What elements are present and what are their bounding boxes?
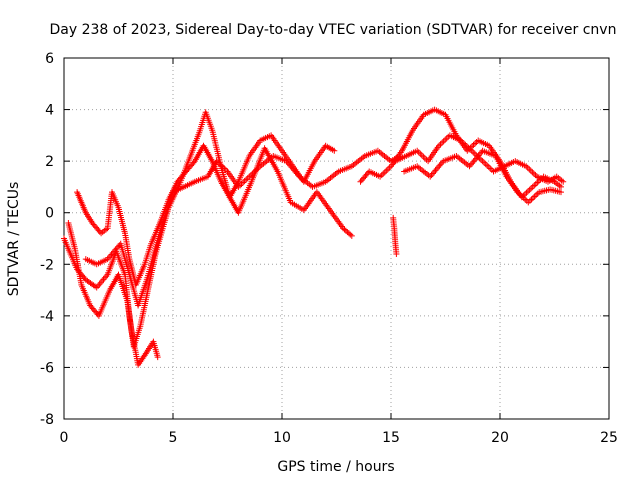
series-track-g [392,132,567,185]
marker-path [65,220,161,368]
series-track-e [390,214,400,257]
series-track-b [65,220,161,368]
series-track-h [401,147,564,206]
x-axis-label: GPS time / hours [277,459,394,475]
series-track-f [357,106,564,201]
axis-ticks [63,57,610,420]
x-tick-label: 15 [382,430,400,446]
y-tick-label: 0 [45,206,54,222]
marker-path [82,147,403,309]
x-tick-label: 25 [600,430,618,446]
y-tick-label: -8 [40,412,54,428]
marker-path [392,132,567,185]
series-track-d [82,147,403,309]
y-axis-label: SDTVAR / TECUs [6,182,22,297]
x-tick-label: 20 [491,430,509,446]
marker-path [357,106,564,201]
grid-lines [64,58,609,419]
y-tick-label: -4 [40,309,54,325]
y-tick-label: 6 [45,51,54,67]
data-markers [61,106,567,368]
y-tick-label: -2 [40,257,54,273]
chart-title: Day 238 of 2023, Sidereal Day-to-day VTE… [50,22,617,38]
x-tick-label: 5 [169,430,178,446]
axis-tick-labels: 0 5 10 15 20 25 -8 -6 -4 -2 0 2 4 6 [40,51,618,446]
marker-path [401,147,564,206]
x-tick-label: 0 [60,430,69,446]
marker-path [390,214,400,257]
y-tick-label: 2 [45,154,54,170]
x-tick-label: 10 [273,430,291,446]
y-tick-label: -6 [40,360,54,376]
y-tick-label: 4 [45,103,54,119]
plot-frame [63,57,610,420]
